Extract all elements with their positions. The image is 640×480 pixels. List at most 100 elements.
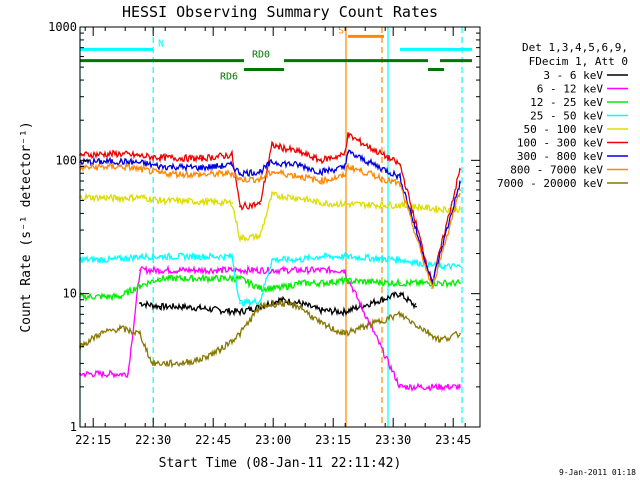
series-line-2 [79, 273, 461, 302]
series-0-point-10 [343, 310, 345, 313]
series-2-point-1 [119, 295, 121, 298]
y-tick-label-2: 100 [55, 153, 77, 167]
series-5-point-12 [347, 134, 349, 136]
series-6-point-9 [299, 164, 301, 167]
series-3-point-14 [399, 258, 401, 261]
series-line-4 [79, 191, 461, 243]
series-2-point-10 [343, 279, 345, 282]
series-3-point-10 [279, 258, 281, 261]
x-tick-label-2: 22:45 [195, 433, 231, 447]
series-7-point-15 [459, 189, 461, 191]
series-1-point-11 [399, 385, 401, 388]
series-5-point-2 [139, 154, 141, 157]
series-line-7 [79, 161, 461, 290]
series-4-point-9 [299, 197, 301, 200]
series-2-point-12 [419, 282, 421, 285]
legend-label-6: 300 - 800 keV [517, 150, 603, 163]
series-line-3 [79, 251, 461, 307]
series-4-point-2 [139, 196, 141, 198]
series-8-point-13 [343, 332, 345, 335]
series-5-point-3 [159, 156, 161, 159]
series-3-point-16 [459, 265, 461, 268]
series-8-point-8 [239, 332, 241, 335]
series-1-point-4 [159, 269, 161, 272]
series-7-point-10 [319, 180, 321, 182]
series-2-point-6 [259, 287, 261, 290]
series-8-point-9 [259, 305, 261, 308]
series-3-point-8 [259, 300, 261, 302]
series-3-point-2 [127, 257, 129, 259]
series-0-point-5 [239, 310, 241, 313]
legend-header-1: FDecim 1, Att 0 [529, 55, 628, 68]
series-5-point-8 [271, 144, 273, 147]
series-8-point-16 [459, 332, 461, 335]
series-3-point-1 [111, 258, 113, 261]
series-6-point-13 [399, 176, 401, 178]
series-4-point-13 [439, 208, 441, 211]
series-3-point-6 [231, 255, 233, 258]
series-6-point-5 [231, 164, 233, 167]
series-2-point-7 [279, 287, 281, 290]
series-4-point-3 [159, 199, 161, 202]
series-6 [79, 149, 461, 285]
axes: 1 10 100 1000 22:15 22:30 22:45 23:00 23:15 23:30… [48, 20, 480, 447]
bar-label-N: N [158, 38, 164, 49]
series-0-point-1 [159, 305, 161, 308]
x-tick-label-4: 23:15 [315, 433, 351, 447]
series-0-point-9 [319, 309, 321, 312]
x-tick-label-5: 23:30 [375, 433, 411, 447]
series-3-point-11 [299, 258, 301, 261]
series-2 [79, 273, 461, 302]
legend-label-1: 6 - 12 keV [537, 83, 604, 96]
series-0-point-2 [179, 305, 181, 308]
series-8-point-4 [151, 362, 153, 365]
series-8-point-10 [279, 302, 281, 304]
series-7-point-9 [299, 175, 301, 178]
series-6-point-7 [259, 170, 261, 173]
series-3-point-7 [239, 302, 241, 304]
legend-label-8: 7000 - 20000 keV [497, 177, 603, 190]
series-2-point-9 [319, 282, 321, 285]
series-1-point-8 [299, 269, 301, 272]
series-2-point-11 [399, 282, 401, 285]
legend-label-4: 50 - 100 keV [524, 123, 604, 136]
series-8-point-14 [399, 313, 401, 316]
series-0-point-4 [219, 309, 221, 312]
plot-area: N RD0 RD6 S [79, 25, 472, 427]
series-7-point-1 [119, 165, 121, 168]
plot-frame [79, 26, 481, 428]
series-6-point-3 [159, 165, 161, 168]
legend-header-0: Det 1,3,4,5,6,9, [522, 41, 628, 54]
series-6-point-10 [319, 170, 321, 173]
series-3-point-4 [159, 255, 161, 258]
series-4-point-11 [343, 203, 345, 205]
series-3-point-13 [343, 255, 345, 258]
x-tick-label-3: 23:00 [255, 433, 291, 447]
series-5-point-5 [231, 153, 233, 156]
timestamp: 9-Jan-2011 01:18 [559, 468, 636, 477]
series-7-point-6 [239, 178, 241, 181]
series-3-point-5 [199, 255, 201, 258]
series-4-point-4 [199, 200, 201, 203]
series-7-point-5 [231, 172, 233, 175]
series-7-point-13 [399, 183, 401, 186]
series-4-point-1 [119, 197, 121, 200]
series-8-point-7 [219, 348, 221, 351]
series-2-point-4 [199, 277, 201, 280]
series-1-point-1 [111, 373, 113, 375]
series-8-point-2 [119, 327, 121, 330]
series-1-point-13 [459, 385, 461, 388]
series-7-point-4 [199, 173, 201, 176]
series-8-point-15 [439, 339, 441, 341]
series-7-point-14 [431, 287, 433, 290]
series-0-point-0 [139, 302, 141, 304]
series-line-8 [79, 299, 461, 369]
series-6-point-11 [343, 166, 345, 169]
y-tick-label-0: 1 [70, 420, 77, 434]
series-2-point-8 [299, 282, 301, 285]
bar-label-RD6: RD6 [220, 72, 238, 83]
series-2-point-2 [139, 284, 141, 287]
series-1-point-2 [127, 373, 129, 375]
series-1-point-5 [199, 269, 201, 272]
